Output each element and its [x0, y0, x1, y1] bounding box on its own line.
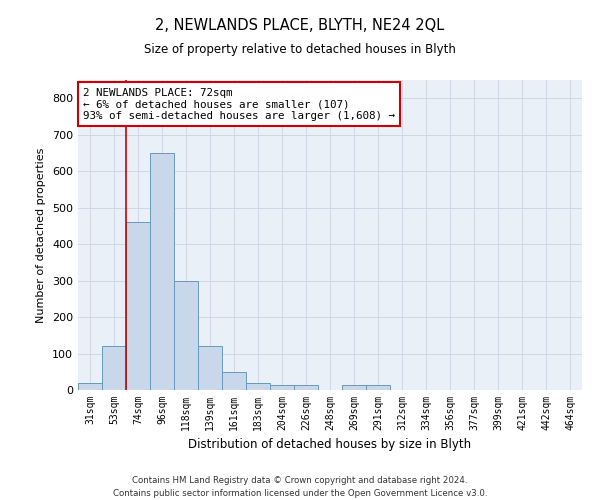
Bar — [366, 384, 390, 390]
Text: Contains HM Land Registry data © Crown copyright and database right 2024.
Contai: Contains HM Land Registry data © Crown c… — [113, 476, 487, 498]
Text: 2 NEWLANDS PLACE: 72sqm
← 6% of detached houses are smaller (107)
93% of semi-de: 2 NEWLANDS PLACE: 72sqm ← 6% of detached… — [83, 88, 395, 121]
Text: Size of property relative to detached houses in Blyth: Size of property relative to detached ho… — [144, 42, 456, 56]
Bar — [126, 222, 150, 390]
X-axis label: Distribution of detached houses by size in Blyth: Distribution of detached houses by size … — [188, 438, 472, 452]
Bar — [174, 280, 198, 390]
Bar — [342, 384, 366, 390]
Text: 2, NEWLANDS PLACE, BLYTH, NE24 2QL: 2, NEWLANDS PLACE, BLYTH, NE24 2QL — [155, 18, 445, 32]
Y-axis label: Number of detached properties: Number of detached properties — [37, 148, 46, 322]
Bar — [222, 372, 246, 390]
Bar — [150, 153, 174, 390]
Bar — [246, 382, 270, 390]
Bar — [270, 384, 294, 390]
Bar — [78, 382, 102, 390]
Bar — [198, 346, 222, 390]
Bar — [102, 346, 126, 390]
Bar — [294, 384, 318, 390]
